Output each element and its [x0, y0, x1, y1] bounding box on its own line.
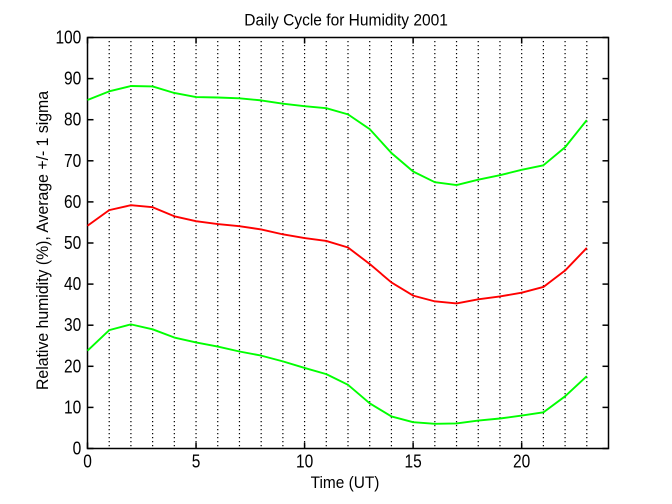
- svg-text:100: 100: [55, 27, 81, 47]
- svg-text:20: 20: [64, 356, 81, 376]
- svg-text:Time (UT): Time (UT): [311, 473, 380, 492]
- svg-text:40: 40: [64, 274, 81, 294]
- svg-text:5: 5: [192, 451, 201, 471]
- svg-text:10: 10: [64, 397, 81, 417]
- svg-text:60: 60: [64, 192, 81, 212]
- svg-text:10: 10: [296, 451, 313, 471]
- svg-text:20: 20: [513, 451, 530, 471]
- svg-text:Daily Cycle for Humidity 2001: Daily Cycle for Humidity 2001: [244, 11, 448, 30]
- svg-text:70: 70: [64, 151, 81, 171]
- svg-text:50: 50: [64, 233, 81, 253]
- svg-text:0: 0: [83, 451, 92, 471]
- svg-text:15: 15: [404, 451, 421, 471]
- svg-text:30: 30: [64, 315, 81, 335]
- svg-text:80: 80: [64, 110, 81, 130]
- svg-text:Relative humidity (%), Average: Relative humidity (%), Average +/- 1 sig…: [34, 90, 53, 390]
- svg-text:90: 90: [64, 68, 81, 88]
- svg-text:0: 0: [73, 438, 82, 458]
